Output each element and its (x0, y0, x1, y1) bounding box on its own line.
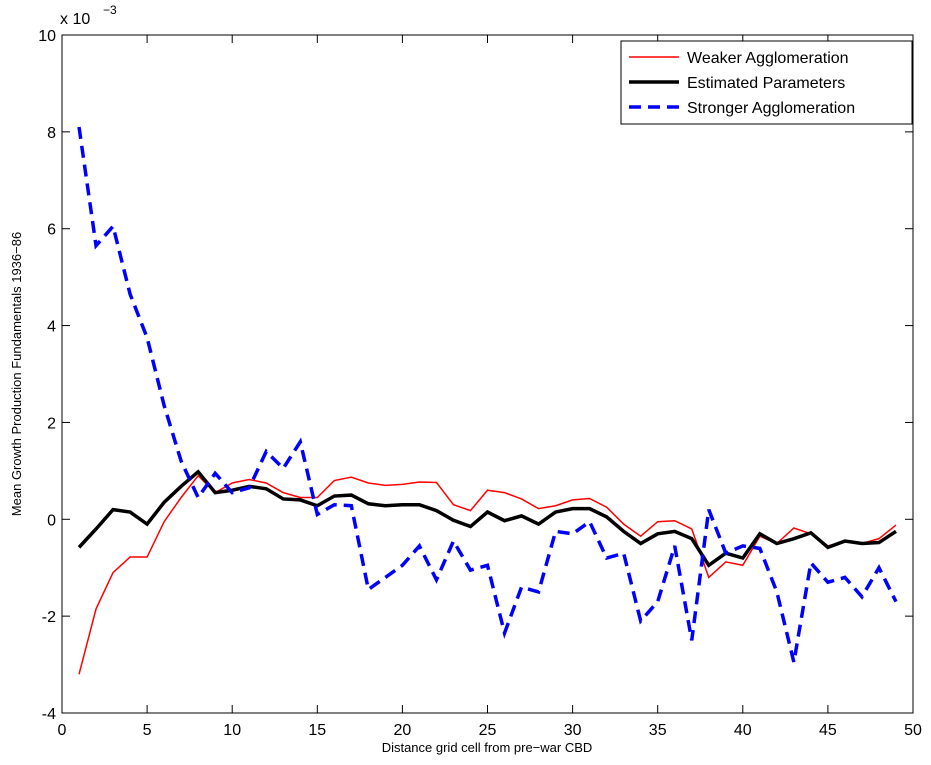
y-tick-label: 8 (47, 125, 56, 142)
y-tick-label: 4 (47, 319, 56, 336)
line-series (77, 126, 898, 663)
line-series (77, 469, 897, 568)
y-tick-label: 0 (47, 512, 56, 529)
legend: Weaker Agglomeration Estimated Parameters… (620, 40, 913, 125)
x-tick-label: 5 (143, 722, 152, 739)
legend-label: Stronger Agglomeration (687, 100, 855, 117)
x-tick-label: 50 (904, 722, 922, 739)
x-tick-label: 40 (734, 722, 752, 739)
x-tick-label: 0 (58, 722, 67, 739)
x-tick-label: 10 (223, 722, 241, 739)
legend-label: Estimated Parameters (687, 75, 845, 92)
y-tick-label: -2 (42, 609, 56, 626)
y-tick-label: 2 (47, 415, 56, 432)
y-tick-label: 6 (47, 222, 56, 239)
x-axis-label: Distance grid cell from pre−war CBD (382, 740, 593, 755)
plot-area (61, 34, 914, 714)
x-tick-label: 25 (479, 722, 497, 739)
y-scale-base: x 10 (60, 11, 90, 28)
y-tick-label: 10 (38, 28, 56, 45)
x-tick-label: 20 (394, 722, 412, 739)
x-tick-label: 30 (564, 722, 582, 739)
x-tick-label: 35 (649, 722, 667, 739)
legend-label: Weaker Agglomeration (687, 50, 849, 67)
y-tick-label: -4 (42, 706, 56, 723)
x-tick-label: 45 (819, 722, 837, 739)
y-scale-exponent: −3 (103, 3, 117, 17)
legend-box (620, 40, 913, 125)
y-axis-label: Mean Growth Production Fundamentals 1936… (9, 232, 24, 516)
x-tick-label: 15 (308, 722, 326, 739)
